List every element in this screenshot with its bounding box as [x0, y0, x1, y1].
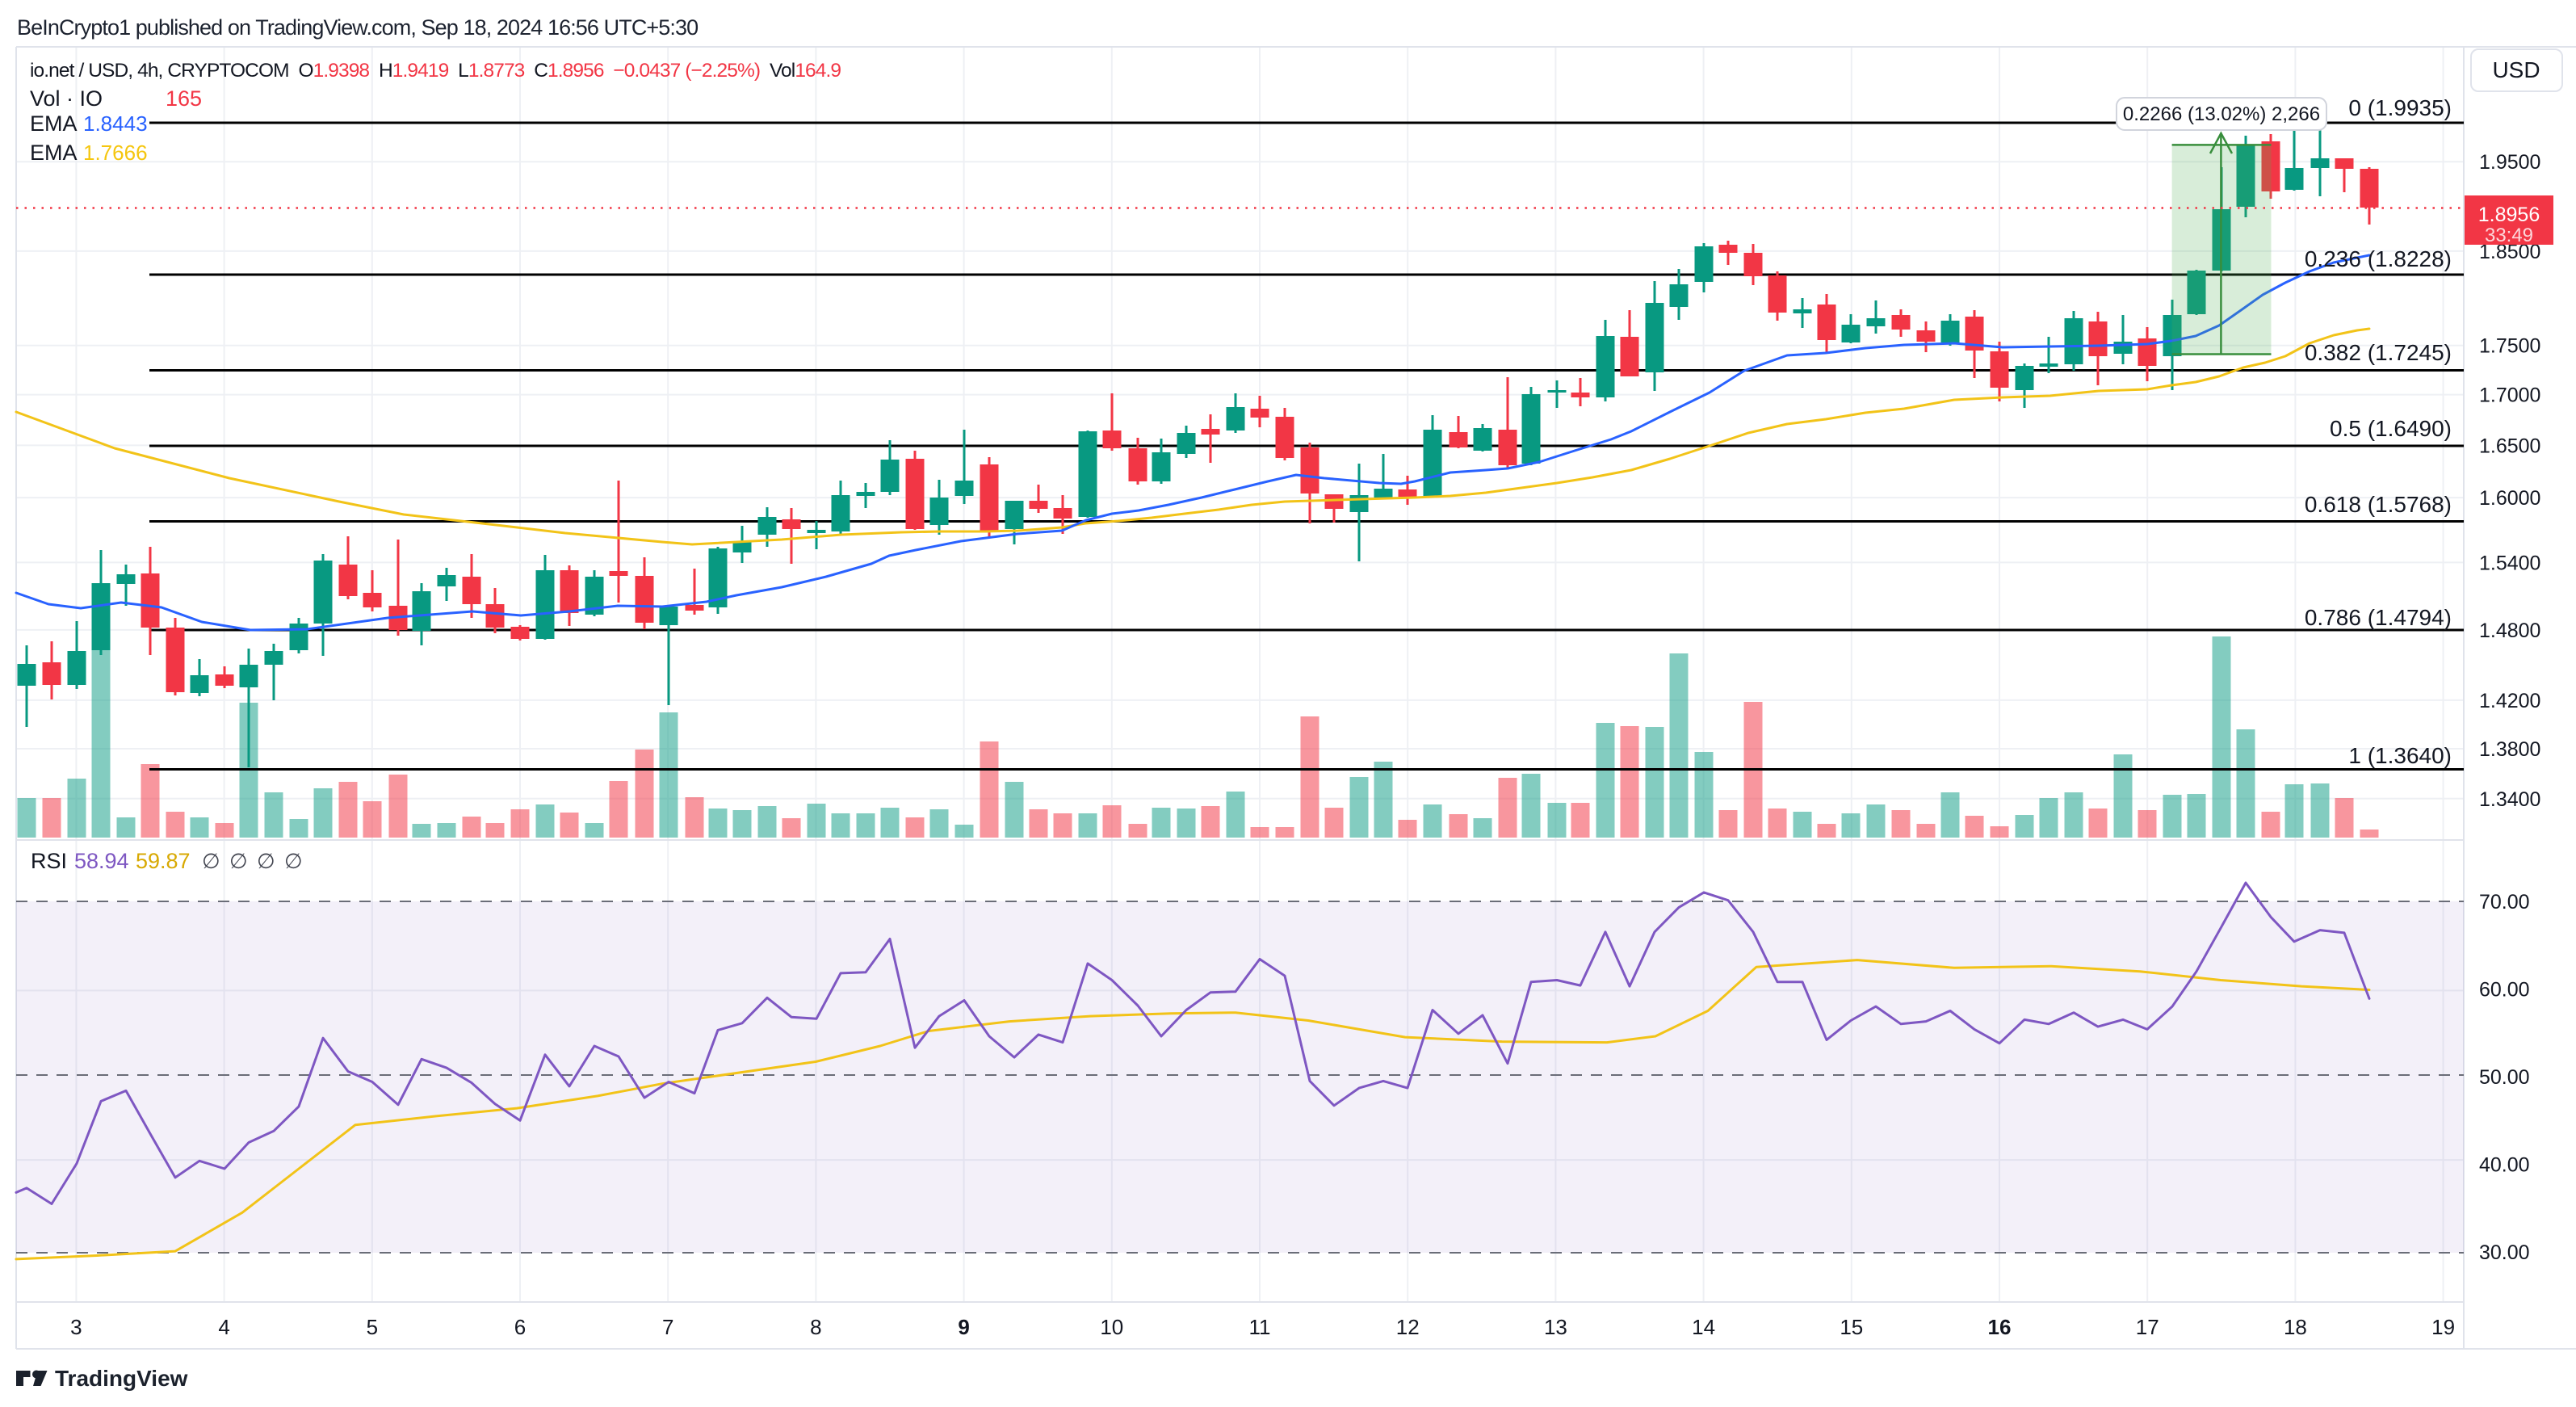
svg-text:30.00: 30.00 — [2479, 1241, 2530, 1264]
svg-text:USD: USD — [2492, 57, 2540, 82]
svg-text:5: 5 — [367, 1315, 378, 1339]
svg-text:18: 18 — [2284, 1315, 2307, 1339]
svg-text:0.5 (1.6490): 0.5 (1.6490) — [2330, 416, 2452, 441]
svg-text:0.618 (1.5768): 0.618 (1.5768) — [2305, 492, 2452, 517]
svg-text:1 (1.3640): 1 (1.3640) — [2348, 743, 2452, 768]
svg-text:59.87: 59.87 — [136, 849, 191, 873]
svg-text:9: 9 — [958, 1315, 969, 1339]
svg-text:16: 16 — [1988, 1315, 2012, 1339]
svg-text:EMA: EMA — [30, 111, 78, 136]
svg-text:EMA: EMA — [30, 141, 78, 165]
svg-text:11: 11 — [1249, 1315, 1271, 1339]
svg-text:1.7500: 1.7500 — [2479, 335, 2540, 358]
svg-text:33:49: 33:49 — [2485, 225, 2533, 246]
svg-text:1.6000: 1.6000 — [2479, 487, 2540, 510]
svg-text:19: 19 — [2431, 1315, 2455, 1339]
svg-text:10: 10 — [1100, 1315, 1123, 1339]
svg-text:60.00: 60.00 — [2479, 978, 2530, 1001]
svg-text:6: 6 — [514, 1315, 526, 1339]
svg-text:7: 7 — [662, 1315, 673, 1339]
svg-text:∅: ∅ — [202, 849, 220, 873]
svg-text:0.236 (1.8228): 0.236 (1.8228) — [2305, 246, 2452, 271]
svg-text:4: 4 — [218, 1315, 229, 1339]
svg-text:0 (1.9935): 0 (1.9935) — [2348, 95, 2452, 120]
svg-text:15: 15 — [1840, 1315, 1863, 1339]
svg-text:58.94: 58.94 — [74, 849, 129, 873]
svg-text:0.382 (1.7245): 0.382 (1.7245) — [2305, 340, 2452, 365]
svg-text:1.4200: 1.4200 — [2479, 690, 2540, 712]
svg-text:1.8443: 1.8443 — [83, 111, 148, 136]
svg-text:70.00: 70.00 — [2479, 891, 2530, 914]
svg-text:Vol · IO: Vol · IO — [30, 86, 103, 111]
svg-text:17: 17 — [2136, 1315, 2159, 1339]
svg-text:13: 13 — [1544, 1315, 1567, 1339]
svg-text:∅: ∅ — [229, 849, 248, 873]
svg-text:io.net / USD, 4h, CRYPTOCOM O: io.net / USD, 4h, CRYPTOCOM O1.9398 H1.9… — [30, 60, 841, 82]
svg-text:50.00: 50.00 — [2479, 1066, 2530, 1089]
svg-text:3: 3 — [70, 1315, 82, 1339]
svg-text:1.7000: 1.7000 — [2479, 384, 2540, 407]
svg-text:14: 14 — [1692, 1315, 1715, 1339]
svg-text:165: 165 — [166, 86, 202, 111]
svg-text:∅: ∅ — [284, 849, 303, 873]
svg-text:8: 8 — [810, 1315, 821, 1339]
svg-text:1.5400: 1.5400 — [2479, 552, 2540, 574]
svg-text:1.8956: 1.8956 — [2478, 204, 2540, 226]
svg-text:1.3800: 1.3800 — [2479, 738, 2540, 761]
svg-text:1.4800: 1.4800 — [2479, 620, 2540, 642]
svg-text:1.9500: 1.9500 — [2479, 151, 2540, 174]
svg-text:0.2266 (13.02%) 2,266: 0.2266 (13.02%) 2,266 — [2123, 103, 2320, 125]
svg-text:1.3400: 1.3400 — [2479, 788, 2540, 811]
svg-text:TradingView: TradingView — [55, 1366, 188, 1391]
svg-text:BeInCrypto1 published on Tradi: BeInCrypto1 published on TradingView.com… — [17, 15, 698, 40]
svg-text:1.7666: 1.7666 — [83, 141, 148, 165]
svg-text:∅: ∅ — [257, 849, 275, 873]
svg-text:1.6500: 1.6500 — [2479, 435, 2540, 457]
svg-text:0.786 (1.4794): 0.786 (1.4794) — [2305, 605, 2452, 630]
svg-text:12: 12 — [1396, 1315, 1420, 1339]
svg-text:40.00: 40.00 — [2479, 1154, 2530, 1177]
svg-text:RSI: RSI — [31, 849, 67, 873]
